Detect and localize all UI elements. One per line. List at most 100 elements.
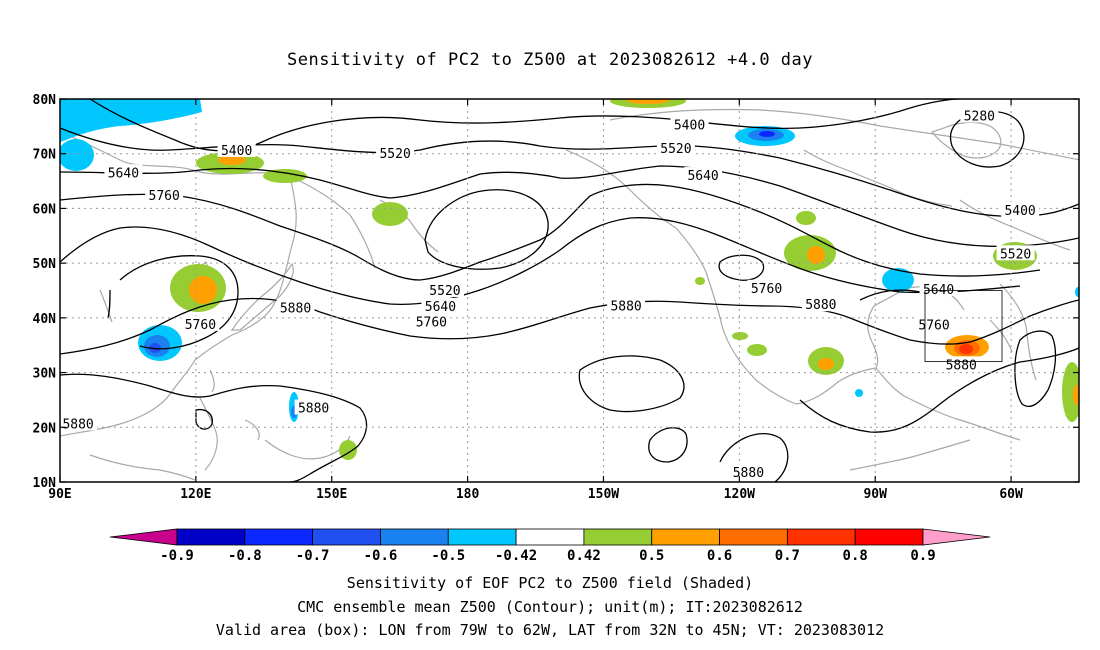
colorbar-segment — [244, 528, 314, 546]
colorbar-label: 0.8 — [843, 548, 868, 564]
contour-label-bg — [104, 164, 143, 180]
contour-label-bg — [412, 313, 451, 329]
lat-tick-label: 40N — [33, 312, 57, 327]
lat-tick-label: 50N — [33, 257, 57, 272]
caption-shaded: Sensitivity of EOF PC2 to Z500 field (Sh… — [346, 574, 754, 592]
lon-tick-label: 120W — [724, 487, 755, 502]
contour-label-bg — [915, 316, 954, 332]
colorbar: -0.9 -0.8 -0.7 -0.6 -0.5 -0.42 0.42 0.5 0.6 0.7 0.… — [109, 528, 991, 564]
lon-tick-label: 150E — [316, 487, 347, 502]
axis-labels: 90E 120E 150E 180 150W 120W 90W 60W 80N 70N 60N 50N… — [33, 93, 1023, 502]
lon-tick-label: 150W — [588, 487, 619, 502]
contour-label-bg — [996, 245, 1035, 261]
contour-label-bg — [425, 281, 464, 297]
contour-label-bg — [607, 297, 646, 313]
contour-label-bg — [960, 107, 999, 123]
colorbar-label: -0.42 — [495, 548, 537, 564]
colorbar-min-triangle — [109, 528, 178, 546]
contour-label-bg — [747, 279, 786, 295]
caption-contour: CMC ensemble mean Z500 (Contour); unit(m… — [297, 598, 803, 616]
lat-tick-label: 60N — [33, 202, 57, 217]
contour-label: 5520 — [1000, 247, 1031, 262]
contour-label: 5760 — [185, 318, 216, 333]
valid-area-box — [924, 290, 1003, 363]
map-title: Sensitivity of PC2 to Z500 at 2023082612… — [286, 50, 813, 70]
contour-label-bg — [801, 296, 840, 312]
lon-tick-label: 60W — [999, 487, 1023, 502]
contour-label-bg — [919, 280, 958, 296]
colorbar-segment — [176, 528, 246, 546]
contour-label: 5880 — [805, 298, 836, 313]
contour-label: 5280 — [964, 109, 995, 124]
lon-tick-label: 120E — [180, 487, 211, 502]
contour-label-bg — [59, 415, 98, 431]
lat-tick-label: 80N — [33, 93, 57, 108]
colorbar-segment — [312, 528, 381, 546]
lat-tick-label: 20N — [33, 421, 57, 436]
axis-ticks — [59, 98, 1079, 483]
contour-label: 5880 — [298, 402, 329, 417]
colorbar-segment — [786, 528, 856, 546]
contour-label: 5880 — [280, 301, 311, 316]
contour-label: 5520 — [660, 142, 691, 157]
colorbar-segment — [583, 528, 653, 546]
z500-contours — [60, 99, 1079, 482]
lon-tick-label: 90E — [48, 487, 71, 502]
contour-label-bg — [670, 116, 709, 132]
contour-label: 5880 — [610, 299, 641, 314]
contour-label-bg — [421, 297, 460, 313]
contour-label: 5760 — [149, 189, 180, 204]
map-frame — [59, 98, 1080, 483]
coastlines — [60, 108, 1079, 481]
contour-label-bg — [656, 140, 695, 156]
colorbar-segment — [380, 528, 449, 546]
contour-label: 5880 — [62, 417, 93, 432]
contour-label: 5520 — [429, 284, 460, 299]
contour-label: 5640 — [687, 169, 718, 184]
contour-label: 5760 — [751, 282, 782, 297]
colorbar-label: -0.7 — [296, 548, 330, 564]
colorbar-label: 0.42 — [567, 548, 601, 564]
contour-label-bg — [145, 186, 184, 202]
colorbar-segment — [651, 528, 720, 546]
colorbar-segment — [719, 528, 788, 546]
contour-label: 5880 — [733, 466, 764, 481]
contour-label-bg — [294, 399, 333, 415]
contour-label: 5400 — [221, 144, 252, 159]
colorbar-segment — [447, 528, 517, 546]
lon-tick-label: 90W — [863, 487, 887, 502]
contour-label: 5760 — [416, 316, 447, 331]
contour-label-bg — [729, 464, 768, 480]
contour-label-bg — [942, 356, 981, 372]
contour-label: 5640 — [425, 300, 456, 315]
lat-tick-label: 10N — [33, 476, 57, 491]
contour-label: 5400 — [1004, 204, 1035, 219]
lat-tick-label: 70N — [33, 148, 57, 163]
contour-label-bg — [1001, 202, 1040, 218]
contour-label: 5760 — [918, 318, 949, 333]
colorbar-label: 0.6 — [707, 548, 732, 564]
contour-label: 5640 — [108, 166, 139, 181]
contour-label-bg — [217, 141, 256, 157]
lat-tick-label: 30N — [33, 367, 57, 382]
colorbar-label: -0.8 — [228, 548, 262, 564]
colorbar-label: 0.9 — [910, 548, 935, 564]
colorbar-label: -0.5 — [431, 548, 465, 564]
colorbar-label: 0.7 — [775, 548, 800, 564]
lon-tick-label: 180 — [456, 487, 480, 502]
contour-label-bg — [376, 145, 415, 161]
colorbar-label: -0.9 — [160, 548, 194, 564]
contour-label: 5520 — [379, 147, 410, 162]
contour-label-bg — [684, 167, 723, 183]
colorbar-segment — [854, 528, 924, 546]
colorbar-label: -0.6 — [364, 548, 398, 564]
contour-label: 5400 — [674, 119, 705, 134]
contour-label-bg — [181, 315, 220, 331]
contour-label: 5880 — [946, 358, 977, 373]
caption-valid-area: Valid area (box): LON from 79W to 62W, L… — [215, 621, 885, 639]
colorbar-segment — [515, 528, 585, 546]
colorbar-max-triangle — [922, 528, 991, 546]
colorbar-label: 0.5 — [639, 548, 664, 564]
contour-label-bg — [276, 299, 315, 315]
